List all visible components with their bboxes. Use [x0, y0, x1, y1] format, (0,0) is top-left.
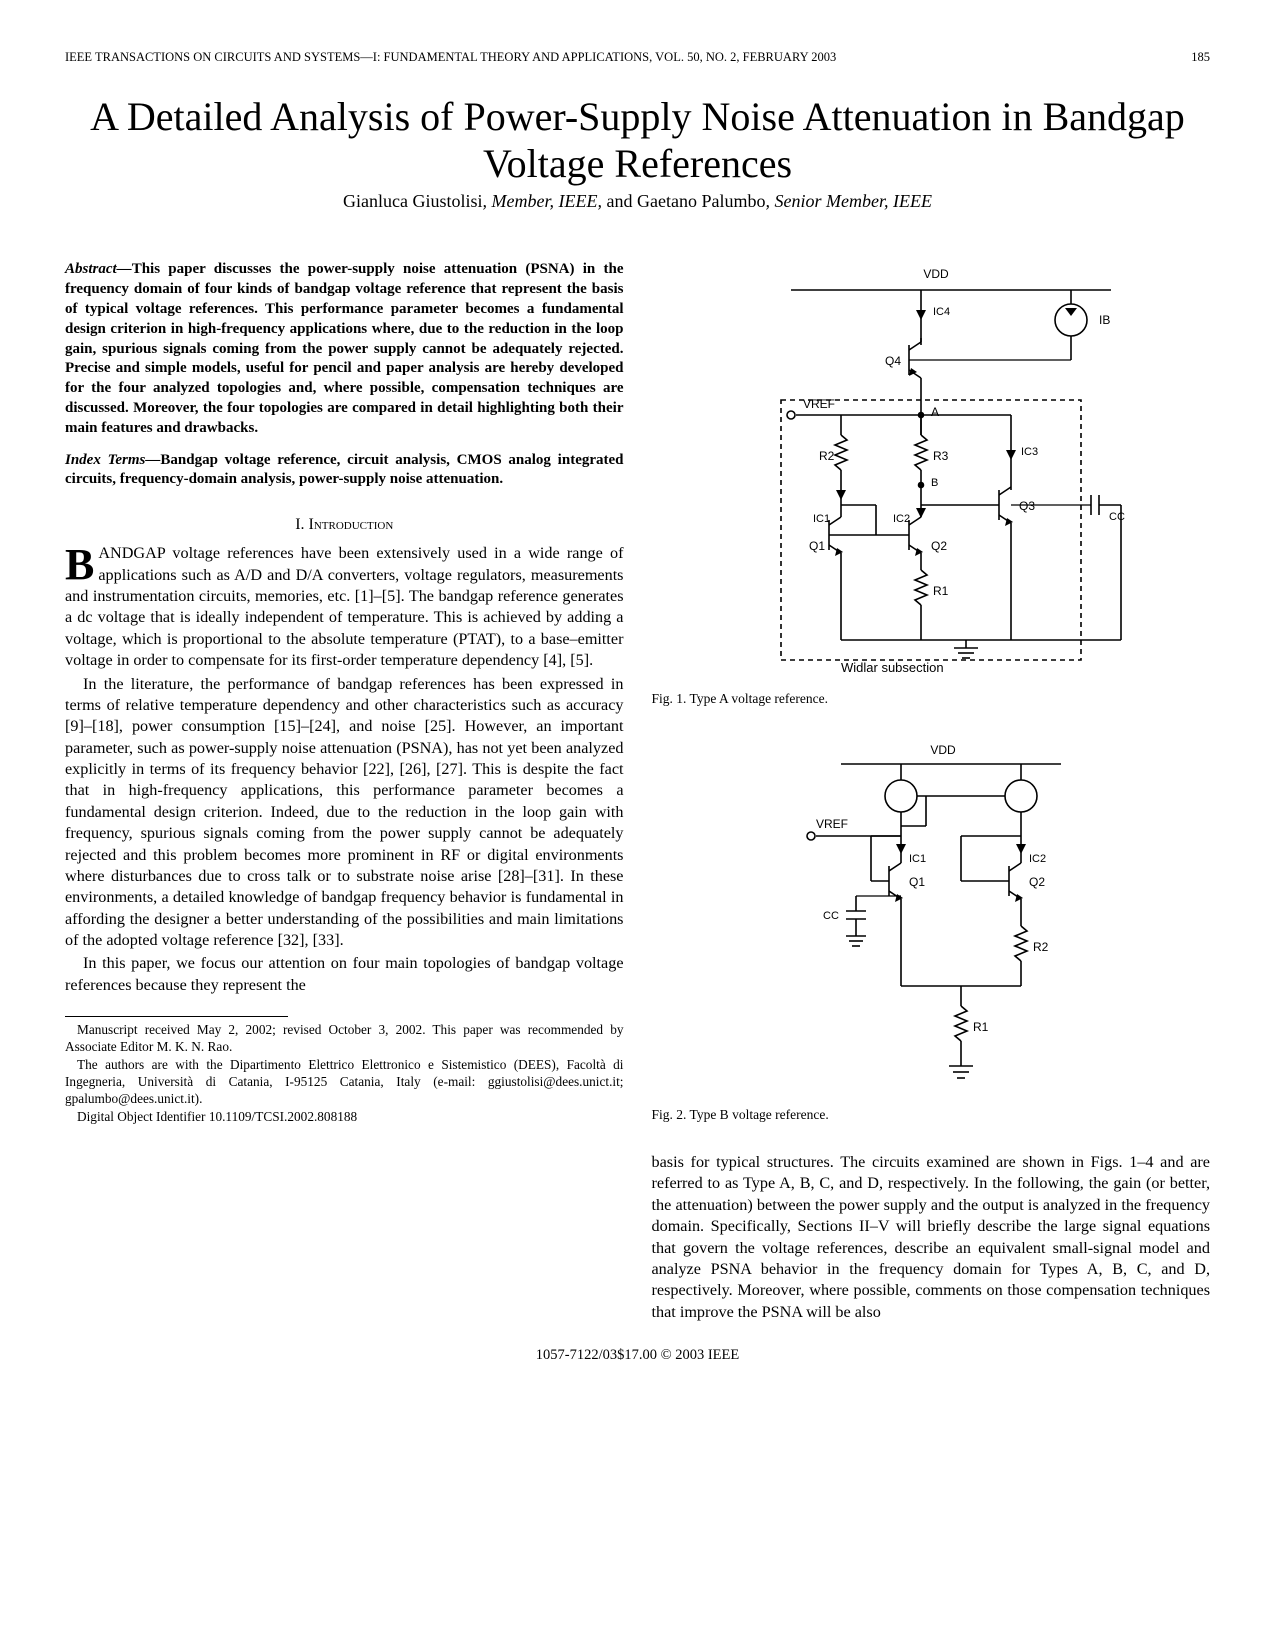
- fig1-ic3-label: IC3: [1021, 446, 1038, 458]
- figure-2-svg: VDD VREF IC1: [761, 736, 1101, 1096]
- author-1-name: Gianluca Giustolisi: [343, 191, 482, 211]
- fig2-ic1-label: IC1: [909, 853, 926, 865]
- fig1-ic1-label: IC1: [813, 513, 830, 525]
- fig2-ic2-label: IC2: [1029, 853, 1046, 865]
- dropcap-b: B: [65, 543, 98, 583]
- fig1-q4-label: Q4: [885, 354, 901, 368]
- author-2-role: , Senior Member, IEEE: [765, 191, 931, 211]
- fig1-q3-label: Q3: [1019, 499, 1035, 513]
- author-2-name: Gaetano Palumbo: [637, 191, 765, 211]
- two-column-layout: Abstract—This paper discusses the power-…: [65, 260, 1210, 1325]
- fig1-r3-label: R3: [933, 449, 949, 463]
- fig1-r2-label: R2: [819, 449, 835, 463]
- figure-1-svg: VDD IB IC4 Q4: [721, 260, 1141, 680]
- footnote-2: The authors are with the Dipartimento El…: [65, 1056, 624, 1107]
- running-header: IEEE TRANSACTIONS ON CIRCUITS AND SYSTEM…: [65, 50, 1210, 65]
- fig1-widlar-label: Widlar subsection: [841, 660, 944, 675]
- paper-title: A Detailed Analysis of Power-Supply Nois…: [65, 93, 1210, 187]
- authors-line: Gianluca Giustolisi, Member, IEEE, and G…: [65, 191, 1210, 212]
- fig1-q1-label: Q1: [809, 539, 825, 553]
- authors-conj: and: [602, 191, 637, 211]
- abstract-block: Abstract—This paper discusses the power-…: [65, 260, 624, 438]
- fig1-ic4-label: IC4: [933, 306, 950, 318]
- footnote-1: Manuscript received May 2, 2002; revised…: [65, 1021, 624, 1055]
- fig1-b-label: B: [931, 477, 938, 489]
- right-col-paragraph: basis for typical structures. The circui…: [652, 1152, 1211, 1323]
- fig2-vref-label: VREF: [816, 817, 848, 831]
- figure-2-caption: Fig. 2. Type B voltage reference.: [652, 1106, 1211, 1124]
- index-terms-lead: Index Terms—: [65, 452, 160, 468]
- index-terms-block: Index Terms—Bandgap voltage reference, c…: [65, 451, 624, 491]
- fig1-ib-label: IB: [1099, 313, 1110, 327]
- paragraph-1-text: ANDGAP voltage references have been exte…: [65, 544, 624, 669]
- footnotes: Manuscript received May 2, 2002; revised…: [65, 1021, 624, 1125]
- author-1-role: , Member, IEEE,: [483, 191, 602, 211]
- fig1-r1-label: R1: [933, 584, 949, 598]
- abstract-lead: Abstract—: [65, 261, 132, 277]
- paragraph-1: BANDGAP voltage references have been ext…: [65, 543, 624, 671]
- page-number: 185: [1191, 50, 1210, 65]
- journal-header: IEEE TRANSACTIONS ON CIRCUITS AND SYSTEM…: [65, 50, 836, 65]
- section-1-heading: I. Introduction: [65, 514, 624, 535]
- footnote-3: Digital Object Identifier 10.1109/TCSI.2…: [65, 1108, 624, 1125]
- fig1-q2-label: Q2: [931, 539, 947, 553]
- left-column: Abstract—This paper discusses the power-…: [65, 260, 624, 1325]
- fig2-cc-label: CC: [823, 910, 839, 922]
- paragraph-2: In the literature, the performance of ba…: [65, 674, 624, 952]
- fig1-vdd-label: VDD: [923, 267, 949, 281]
- fig2-r1-label: R1: [973, 1020, 989, 1034]
- fig2-q1-label: Q1: [909, 875, 925, 889]
- fig2-vdd-label: VDD: [930, 743, 956, 757]
- figure-1-caption: Fig. 1. Type A voltage reference.: [652, 690, 1211, 708]
- fig2-q2-label: Q2: [1029, 875, 1045, 889]
- figure-1: VDD IB IC4 Q4: [652, 260, 1211, 680]
- fig1-vref-label: VREF: [803, 397, 835, 411]
- figure-2: VDD VREF IC1: [652, 736, 1211, 1096]
- fig2-r2-label: R2: [1033, 940, 1049, 954]
- abstract-text: This paper discusses the power-supply no…: [65, 261, 624, 435]
- fig1-ic2-label: IC2: [893, 513, 910, 525]
- fig1-a-label: A: [931, 405, 939, 419]
- section-1-title: Introduction: [309, 516, 394, 533]
- fig1-cc-label: CC: [1109, 511, 1125, 523]
- section-1-num: I.: [295, 516, 308, 533]
- copyright-line: 1057-7122/03$17.00 © 2003 IEEE: [65, 1347, 1210, 1364]
- right-column: VDD IB IC4 Q4: [652, 260, 1211, 1325]
- footnote-rule: [65, 1016, 288, 1017]
- paragraph-3: In this paper, we focus our attention on…: [65, 953, 624, 996]
